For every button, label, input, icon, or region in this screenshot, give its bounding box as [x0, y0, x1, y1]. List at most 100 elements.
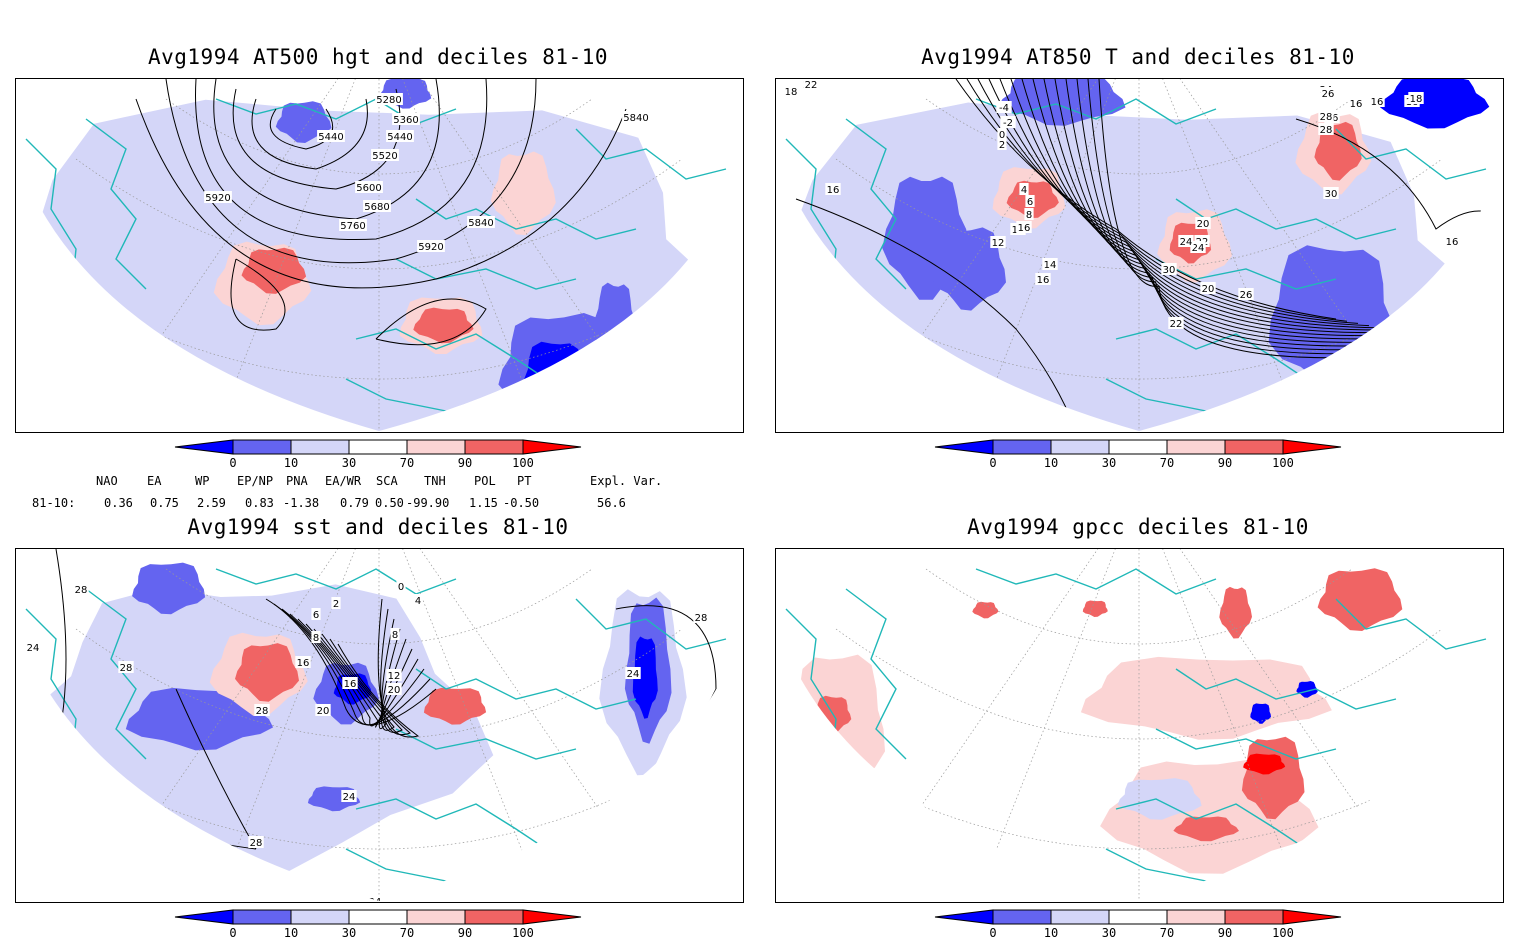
colorbar-seg-70-90: [1166, 909, 1226, 925]
svg-text:26: 26: [1240, 290, 1253, 301]
decile-field: [413, 307, 474, 344]
colorbar-tick-label: 100: [512, 926, 534, 940]
svg-text:26: 26: [1322, 89, 1335, 100]
contour-line: [269, 108, 334, 150]
svg-text:16: 16: [1018, 223, 1031, 234]
colorbar-seg-90-100: [1224, 909, 1284, 925]
index-value-wp: 2.59: [197, 496, 226, 510]
contour-line: [213, 79, 440, 220]
contour-label: 28: [248, 836, 264, 849]
colorbar-arrow-low: [174, 909, 234, 925]
index-value-nao: 0.36: [104, 496, 133, 510]
contour-label: 12: [386, 669, 402, 682]
colorbar-tick-label: 10: [284, 926, 298, 940]
contour-label: 24: [25, 641, 41, 654]
svg-text:-4: -4: [999, 103, 1009, 114]
colorbar-seg-0-10: [232, 909, 292, 925]
index-name-wp: WP: [195, 474, 210, 488]
svg-text:5920: 5920: [418, 242, 443, 253]
contour-label: 16: [1016, 221, 1032, 234]
colorbar-arrow-low: [174, 439, 234, 455]
contour-label: 16: [1035, 273, 1051, 286]
contour-label: 20: [386, 683, 402, 696]
contour-line: [230, 258, 286, 331]
svg-text:6: 6: [313, 610, 319, 621]
svg-text:24: 24: [369, 897, 382, 901]
colorbar-seg-70-90: [406, 439, 466, 455]
colorbar-sst: 0 10 30 70 90 100: [174, 908, 595, 942]
colorbar-tick-label: 70: [400, 926, 414, 940]
svg-text:16: 16: [1446, 237, 1459, 248]
index-value-tnh: -99.90: [406, 496, 450, 510]
map-panel-gpcc: [775, 548, 1504, 903]
svg-text:30: 30: [1163, 265, 1176, 276]
contour-label: 8: [1024, 208, 1034, 221]
contour-label: 28: [254, 704, 270, 717]
contour-line: [1032, 79, 1414, 337]
index-name-sca: SCA: [376, 474, 398, 488]
teleconnection-indices: NAO EA WP EP/NP PNA EA/WR SCA TNH POL PT…: [0, 474, 760, 514]
svg-text:20: 20: [388, 685, 401, 696]
svg-text:4: 4: [1021, 185, 1027, 196]
colorbar-tick-label: 70: [400, 456, 414, 470]
colorbar-arrow-high: [522, 439, 582, 455]
contour-line: [175, 688, 257, 850]
colorbar-seg-0-10: [992, 439, 1052, 455]
index-value-eawr: 0.79: [340, 496, 369, 510]
colorbar-tick-label: 10: [1044, 926, 1058, 940]
decile-field: [132, 562, 206, 615]
colorbar-seg-10-30: [1050, 909, 1110, 925]
decile-field: [490, 151, 556, 236]
colorbar-tick-label: 90: [1218, 926, 1232, 940]
colorbar-tick-label: 30: [1102, 926, 1116, 940]
colorbar-arrow-low: [934, 439, 994, 455]
panel-title-gpcc: Avg1994 gpcc deciles 81-10: [967, 515, 1309, 539]
contour-label: 5840: [622, 111, 650, 124]
contour-line: [251, 98, 368, 170]
contour-label: 24: [1190, 241, 1206, 254]
decile-field: [235, 643, 299, 702]
contour-line: [1295, 118, 1502, 230]
contour-label: 2: [997, 138, 1007, 151]
colorbar-seg-90-100: [464, 439, 524, 455]
colorbar-arrow-high: [1282, 909, 1342, 925]
colorbar-seg-30-70: [348, 909, 408, 925]
contour-label: 18: [783, 85, 799, 98]
colorbar-seg-90-100: [464, 909, 524, 925]
colorbar-seg-70-90: [1166, 439, 1226, 455]
svg-text:8: 8: [392, 630, 398, 641]
svg-text:5600: 5600: [356, 183, 381, 194]
colorbar-seg-70-90: [406, 909, 466, 925]
colorbar-hgt500: 0 10 30 70 90 100: [174, 438, 595, 472]
contour-line: [273, 603, 431, 726]
contour-label: 22: [1168, 317, 1184, 330]
svg-text:28: 28: [256, 706, 269, 717]
colorbar-tick-label: 100: [1272, 456, 1294, 470]
contour-label: 5440: [386, 130, 414, 143]
index-name-pt: PT: [517, 474, 532, 488]
decile-field: [1117, 778, 1202, 820]
index-value-sca: 0.50: [375, 496, 404, 510]
contour-label: 20: [315, 704, 331, 717]
svg-text:6: 6: [1027, 197, 1033, 208]
contour-line: [321, 618, 403, 733]
contour-label: 24: [1178, 235, 1194, 248]
contour-label: 8: [390, 628, 400, 641]
decile-field: [1219, 586, 1252, 639]
svg-text:12: 12: [992, 238, 1005, 249]
index-value-epnp: 0.83: [245, 496, 274, 510]
svg-text:16: 16: [827, 185, 840, 196]
decile-field: [1173, 816, 1239, 842]
contour-label: 28: [118, 661, 134, 674]
svg-text:5840: 5840: [468, 218, 493, 229]
decile-field: [423, 687, 487, 725]
contour-label: 4: [413, 594, 423, 607]
svg-text:2: 2: [333, 599, 339, 610]
svg-text:18: 18: [1410, 94, 1423, 105]
svg-text:12: 12: [388, 671, 401, 682]
svg-text:30: 30: [1325, 189, 1338, 200]
contour-line: [281, 608, 425, 726]
contour-label: 20: [1200, 282, 1216, 295]
colorbar-seg-10-30: [1050, 439, 1110, 455]
colorbar-tick-label: 30: [342, 456, 356, 470]
